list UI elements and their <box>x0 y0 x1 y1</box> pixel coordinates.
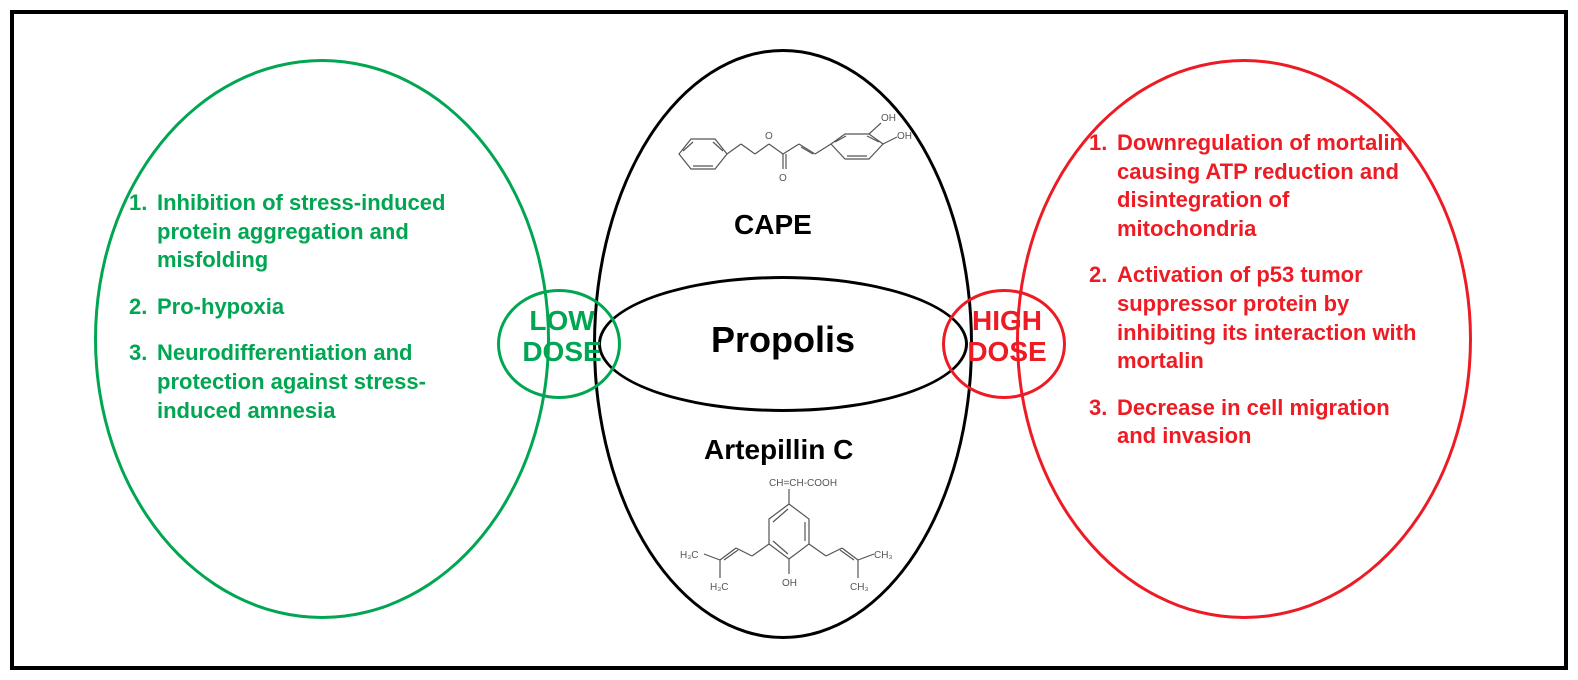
svg-text:OH: OH <box>881 113 896 124</box>
high-dose-list: 1.Downregulation of mortalin causing ATP… <box>1089 129 1419 469</box>
high-dose-item-1: 1.Downregulation of mortalin causing ATP… <box>1089 129 1419 243</box>
cape-molecule-icon: O O OH OH <box>659 99 919 199</box>
svg-text:CH₃: CH₃ <box>874 550 893 561</box>
low-dose-text: LOWDOSE <box>522 305 601 367</box>
low-dose-label: LOWDOSE <box>512 306 612 368</box>
low-dose-item-3: 3.Neurodifferentiation and protection ag… <box>129 339 474 425</box>
cape-label: CAPE <box>734 209 812 241</box>
svg-text:CH=CH-COOH: CH=CH-COOH <box>769 478 837 489</box>
svg-text:OH: OH <box>782 578 797 589</box>
low-dose-item-1: 1.Inhibition of stress-induced protein a… <box>129 189 474 275</box>
svg-text:H₃C: H₃C <box>680 550 699 561</box>
svg-text:O: O <box>765 131 773 142</box>
high-dose-item-3: 3.Decrease in cell migration and invasio… <box>1089 394 1419 451</box>
low-dose-item-2: 2.Pro-hypoxia <box>129 293 474 322</box>
svg-text:O: O <box>779 173 787 184</box>
svg-text:CH₃: CH₃ <box>850 582 869 593</box>
low-dose-list: 1.Inhibition of stress-induced protein a… <box>129 189 474 443</box>
artepillin-molecule-icon: CH=CH-COOH OH H₃C H₃C CH₃ CH₃ <box>674 474 904 624</box>
high-dose-text: HIGHDOSE <box>967 305 1046 367</box>
svg-text:H₃C: H₃C <box>710 582 729 593</box>
diagram-frame: Propolis CAPE Artepillin C LOWDOSE HIGHD… <box>10 10 1568 670</box>
propolis-title: Propolis <box>703 319 863 361</box>
artepillin-label: Artepillin C <box>704 434 853 466</box>
svg-text:OH: OH <box>897 131 912 142</box>
high-dose-label: HIGHDOSE <box>957 306 1057 368</box>
high-dose-item-2: 2.Activation of p53 tumor suppressor pro… <box>1089 261 1419 375</box>
